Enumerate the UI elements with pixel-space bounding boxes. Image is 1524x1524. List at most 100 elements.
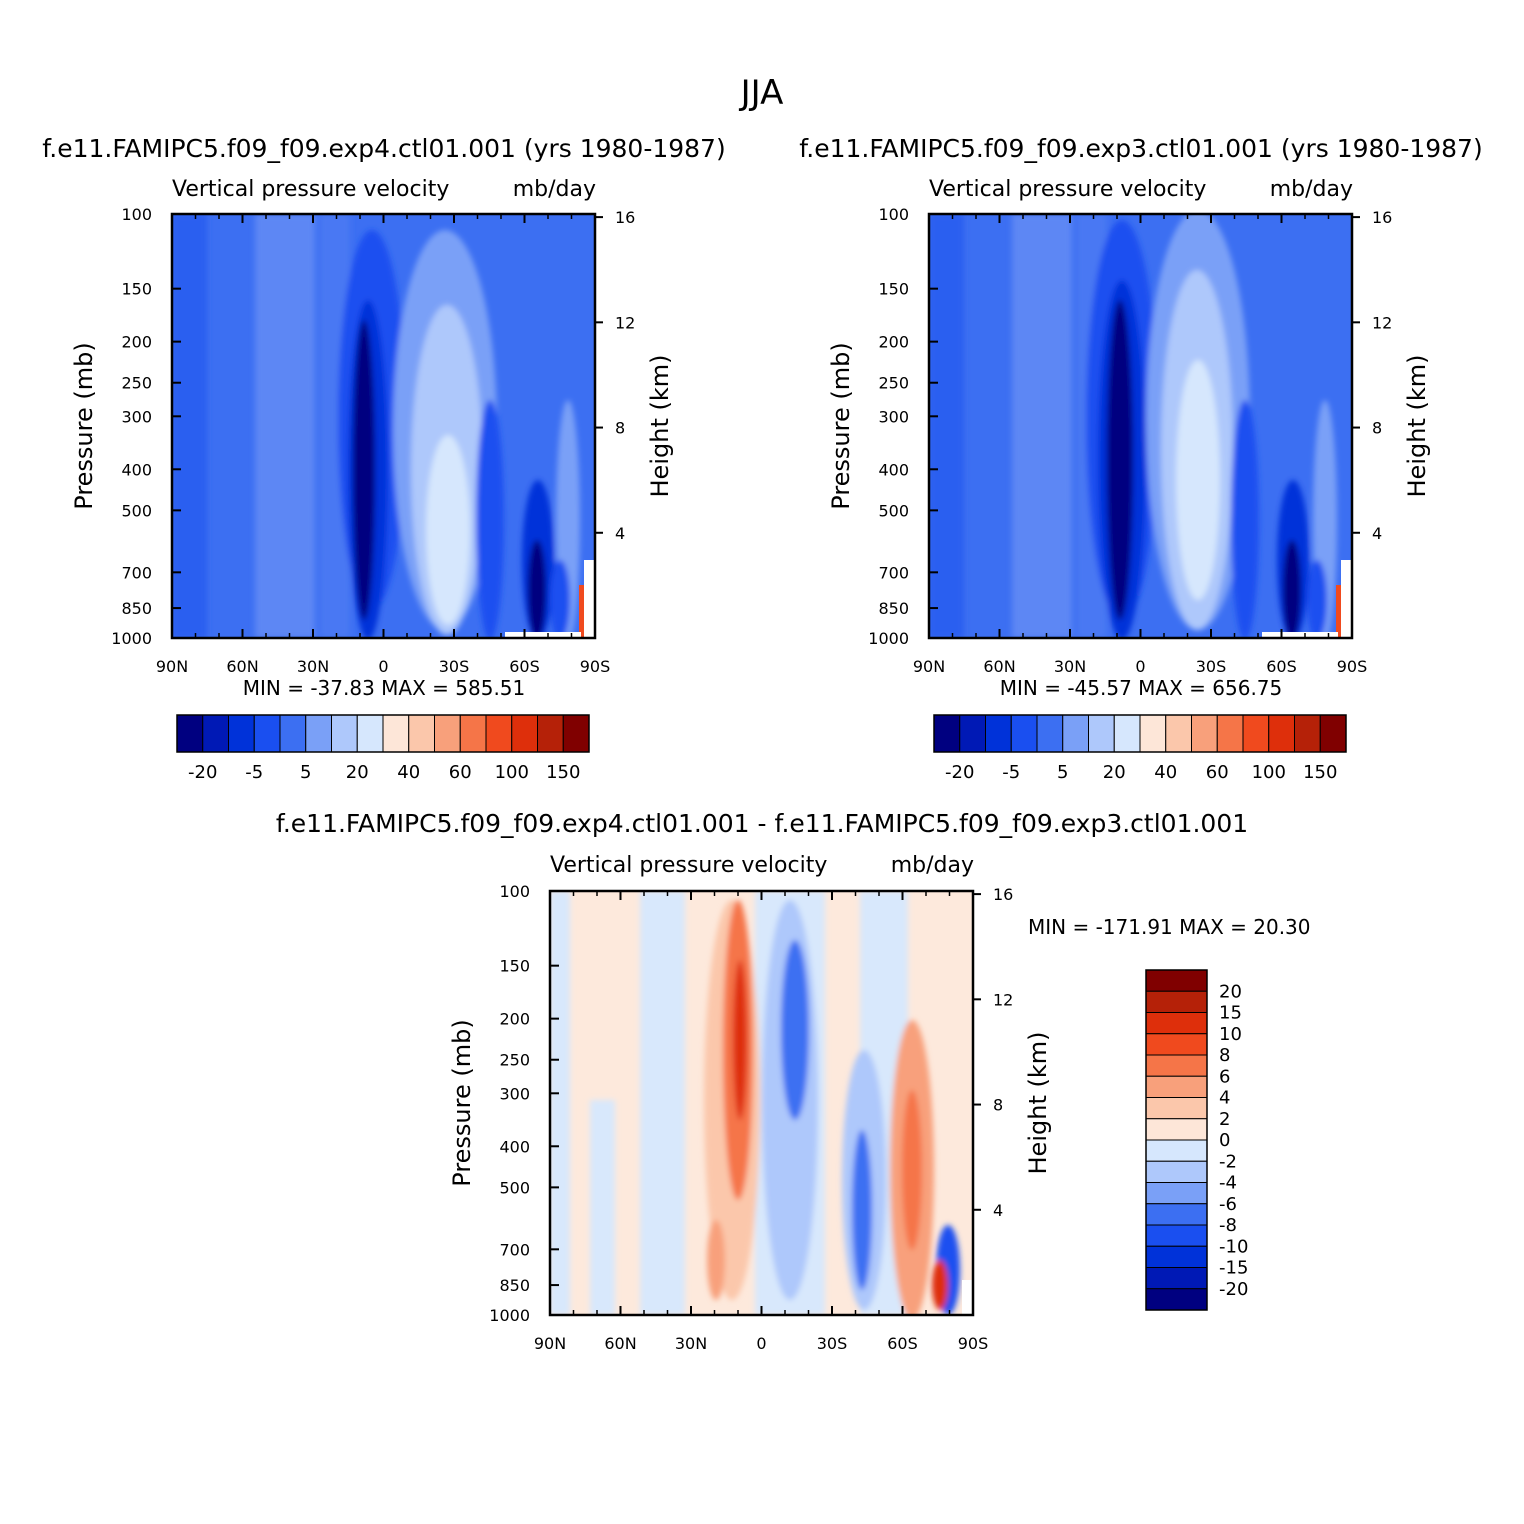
south-ascent-core [528, 540, 546, 638]
contour-field [929, 214, 1352, 638]
panel-title: f.e11.FAMIPC5.f09_f09.exp3.ctl01.001 (yr… [799, 134, 1482, 163]
colorbar-label: 60 [449, 762, 472, 783]
colorbar-swatch [1145, 1012, 1208, 1035]
colorbar-label: -4 [1219, 1173, 1237, 1194]
contour-field [550, 891, 973, 1315]
colorbar-label: -20 [1219, 1279, 1248, 1300]
colorbar-label: 20 [1103, 762, 1126, 783]
colorbar-swatch [1062, 714, 1089, 753]
colorbar-swatch [1145, 1097, 1208, 1120]
colorbar-swatch [253, 714, 281, 753]
colorbar-swatch [279, 714, 307, 753]
antarctic-descent [579, 585, 584, 638]
colorbar-swatch [485, 714, 513, 753]
y2-axis-label: Height (km) [1403, 355, 1431, 498]
colorbar-label: 150 [546, 762, 580, 783]
y-tick-label: 100 [121, 205, 152, 224]
y-tick-label: 250 [878, 374, 909, 393]
colorbar-swatch [331, 714, 358, 753]
colorbar-swatch [1145, 990, 1208, 1013]
colorbar-swatch [305, 714, 332, 753]
x-tick-label: 90N [913, 657, 945, 676]
colorbar-swatch [1268, 714, 1295, 753]
y-tick-label: 500 [499, 1178, 530, 1197]
colorbar-label: 100 [1252, 762, 1286, 783]
colorbar-swatch [537, 714, 564, 753]
units-string: mb/day [891, 853, 974, 878]
colorbar-swatch [1165, 714, 1192, 753]
colorbar-swatch [1145, 969, 1208, 992]
antarctic-strip [550, 560, 570, 638]
colorbar-label: 5 [1057, 762, 1068, 783]
x-tick-label: 60S [887, 1334, 918, 1353]
colorbar-swatch [176, 714, 204, 753]
colorbar: -20 -5 5 20 40 60 100 150 [176, 714, 590, 783]
y-tick-label: 1000 [868, 629, 909, 648]
colorbar-swatch [1145, 1288, 1208, 1311]
y2-axis-label: Height (km) [646, 355, 674, 498]
x-tick-label: 30S [1196, 657, 1227, 676]
colorbar-swatch [1145, 1267, 1208, 1290]
colorbar-swatch [1145, 1224, 1208, 1247]
ascent-core [1107, 300, 1133, 620]
x-tick-label: 90S [1337, 657, 1368, 676]
axes: 90N 60N 30N 0 30S 60S 90S 100 150 200 250 300 400 500… [868, 205, 1392, 676]
y2-axis-label: Height (km) [1024, 1032, 1052, 1175]
colorbar-swatch [562, 714, 590, 753]
south-ascent-strip [1231, 400, 1259, 638]
y-tick-label: 150 [499, 957, 530, 976]
colorbar-label: -5 [245, 762, 263, 783]
panel-difference: f.e11.FAMIPC5.f09_f09.exp4.ctl01.001 - f… [276, 809, 1311, 1353]
y-tick-label: 300 [121, 407, 152, 426]
colorbar-frame [1145, 969, 1208, 1311]
band-midlat-north [1012, 214, 1072, 638]
x-tick-label: 90N [156, 657, 188, 676]
figure-title: JJA [739, 73, 784, 113]
band-north-pole [929, 214, 964, 638]
neg-lobe-core [781, 940, 809, 1120]
y-tick-label: 100 [499, 882, 530, 901]
y2-tick-label: 16 [993, 885, 1013, 904]
band-midlat-north [255, 214, 315, 638]
axes: 90N 60N 30N 0 30S 60S 90S 100 150 200 250 300 400 500… [111, 205, 635, 676]
colorbar-label: 40 [397, 762, 420, 783]
x-tick-label: 60S [1266, 657, 1297, 676]
colorbar-swatch [985, 714, 1012, 753]
panel-title: f.e11.FAMIPC5.f09_f09.exp4.ctl01.001 - f… [276, 809, 1248, 838]
x-tick-label: 60N [226, 657, 258, 676]
topography-mask [584, 560, 595, 638]
y-tick-label: 300 [878, 407, 909, 426]
colorbar-label: 60 [1206, 762, 1229, 783]
y-tick-label: 1000 [111, 629, 152, 648]
colorbar-swatch [1145, 1075, 1208, 1098]
y-tick-label: 850 [499, 1276, 530, 1295]
y2-tick-label: 8 [993, 1096, 1003, 1115]
x-tick-label: 0 [378, 657, 388, 676]
y2-tick-label: 4 [1372, 524, 1382, 543]
neg-band-core [852, 1130, 872, 1290]
y2-tick-label: 4 [615, 524, 625, 543]
y2-tick-label: 12 [993, 990, 1013, 1009]
colorbar-frame [176, 714, 590, 753]
y-axis-label: Pressure (mb) [827, 342, 855, 509]
colorbar-label: 4 [1219, 1088, 1230, 1109]
colorbar-swatch [511, 714, 538, 753]
colorbar-frame [933, 714, 1347, 753]
colorbar-swatch [1145, 1139, 1208, 1162]
y-tick-label: 200 [121, 333, 152, 352]
colorbar-swatch [1145, 1054, 1208, 1077]
x-tick-label: 30N [297, 657, 329, 676]
south-ascent-strip [476, 400, 504, 638]
y-tick-label: 250 [121, 374, 152, 393]
min-max-label: MIN = -171.91 MAX = 20.30 [1028, 915, 1311, 939]
x-tick-label: 60N [983, 657, 1015, 676]
colorbar-label: 10 [1219, 1024, 1242, 1045]
colorbar-swatch [1010, 714, 1038, 753]
contour-field [172, 214, 595, 638]
pos-core-inner [733, 960, 747, 1120]
x-tick-label: 90S [958, 1334, 989, 1353]
colorbar-label: -15 [1219, 1258, 1248, 1279]
colorbar-swatch [1294, 714, 1321, 753]
